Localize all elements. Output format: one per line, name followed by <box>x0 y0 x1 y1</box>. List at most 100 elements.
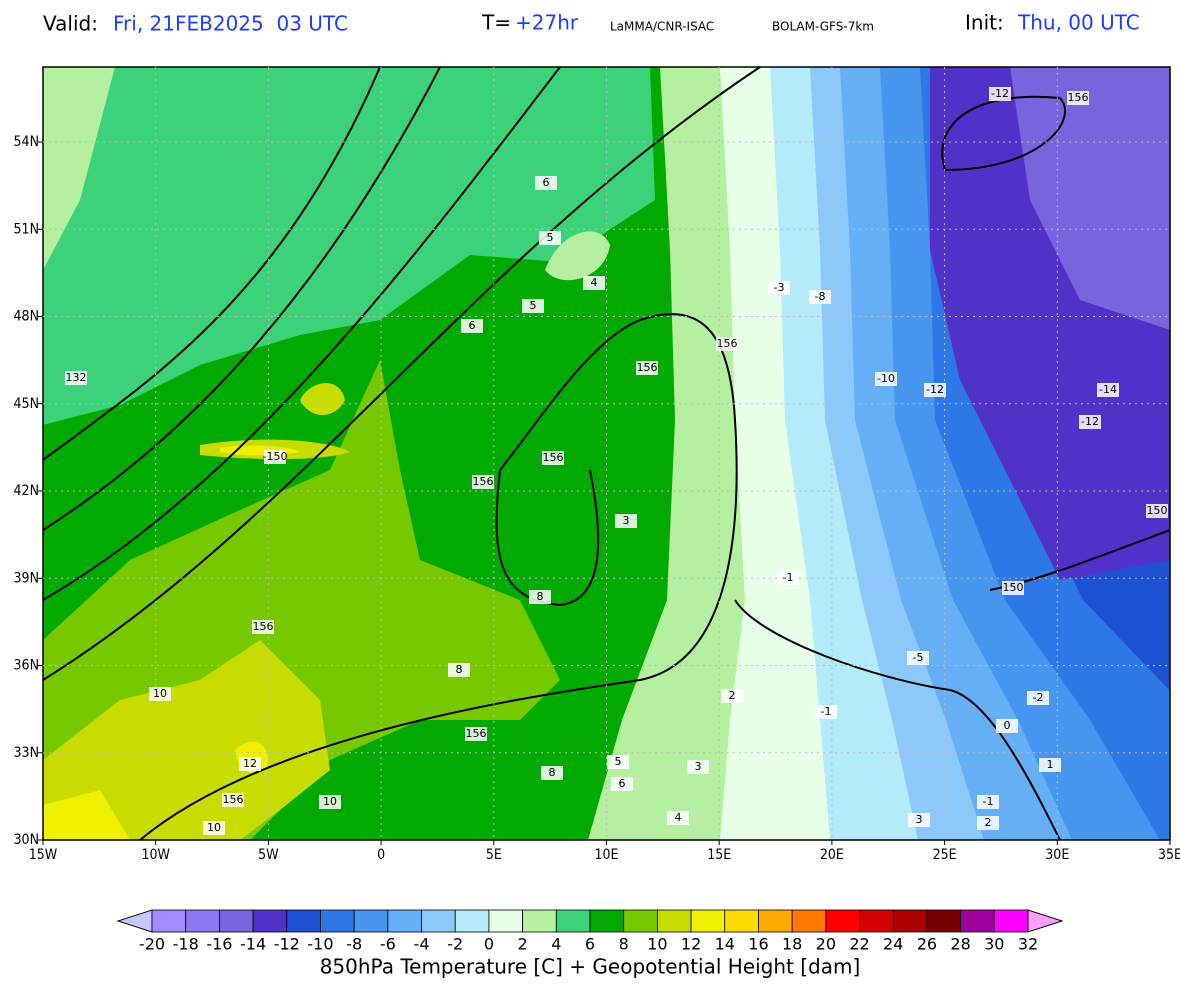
colorbar-box <box>320 909 355 933</box>
contour-label: -150 <box>263 450 288 463</box>
contour-label-bg <box>1067 91 1089 105</box>
colorbar-label: -8 <box>346 935 362 954</box>
contour-label-bg <box>1027 691 1049 705</box>
contour-label-bg <box>667 811 689 825</box>
contour-label-bg <box>977 795 999 809</box>
colorbar-box <box>960 909 995 933</box>
contour-label: 3 <box>695 760 702 773</box>
contour-label-bg <box>607 755 629 769</box>
x-tick-label: 25E <box>933 847 957 863</box>
contour-label: 10 <box>207 821 221 834</box>
colorbar-label: -6 <box>380 935 396 954</box>
contour-label: 12 <box>243 757 257 770</box>
colorbar-label: 24 <box>883 935 903 954</box>
contour-label-bg <box>1039 758 1061 772</box>
lead-value: +27hr <box>515 11 579 35</box>
y-tick-label: 48N <box>14 309 39 325</box>
colorbar-box <box>488 909 524 933</box>
colorbar-label: 8 <box>619 935 629 954</box>
contour-label: 150 <box>1003 581 1024 594</box>
x-tick-label: 30E <box>1045 847 1069 863</box>
contour-label: -10 <box>877 372 895 385</box>
contour-label-bg <box>1146 504 1168 518</box>
colorbar-label: -14 <box>240 935 266 954</box>
cold-core <box>1010 67 1170 330</box>
colorbar-box <box>218 909 254 933</box>
y-tick-label: 45N <box>14 396 39 412</box>
colorbar-box <box>926 909 962 933</box>
contour-label: 156 <box>717 337 738 350</box>
colorbar-label: -18 <box>173 935 199 954</box>
contour-label: 156 <box>1068 91 1089 104</box>
contour-label-bg <box>908 813 930 827</box>
contour-label-bg <box>222 793 244 807</box>
colorbar-label: 14 <box>715 935 735 954</box>
colorbar-box <box>724 909 759 933</box>
contour-label: 156 <box>543 451 564 464</box>
contour-label: 132 <box>66 371 87 384</box>
contour-label: -8 <box>815 290 826 303</box>
y-tick-label: 30N <box>14 832 39 848</box>
y-tick-label: 54N <box>14 134 39 150</box>
colorbar-label: 4 <box>551 935 561 954</box>
contour-label-bg <box>1079 415 1101 429</box>
colorbar-label: 30 <box>984 935 1004 954</box>
contour-label-bg <box>615 514 637 528</box>
x-tick-label: 15W <box>29 847 58 863</box>
contour-label-bg <box>777 571 799 585</box>
contour-label-bg <box>239 757 261 771</box>
colorbar-label: -12 <box>274 935 300 954</box>
init-label: Init: <box>965 11 1004 35</box>
colorbar-box <box>892 909 928 933</box>
colorbar-box <box>151 909 187 933</box>
colorbar-box <box>690 909 726 933</box>
contour-label: 6 <box>619 777 626 790</box>
contour-label-bg <box>541 766 563 780</box>
y-tick-label: 51N <box>14 221 39 237</box>
x-tick-label: 10W <box>141 847 170 863</box>
colorbar-label: 16 <box>748 935 768 954</box>
contour-label: 2 <box>985 816 992 829</box>
colorbar-box <box>387 909 422 933</box>
contour-label: -3 <box>774 281 785 294</box>
contour-label-bg <box>472 475 494 489</box>
colorbar-box <box>825 909 860 933</box>
contour-label: 8 <box>456 663 463 676</box>
colorbar: -20 -18 -16 -14 -12 -10 -8 -6 -4 -2 0 2 4 6 8 10 12 14 16 1… <box>116 909 1064 954</box>
colorbar-label: 0 <box>484 935 494 954</box>
contour-label-bg <box>65 371 87 385</box>
contour-label: 3 <box>916 813 923 826</box>
contour-label: 5 <box>547 231 554 244</box>
colorbar-box <box>252 909 288 933</box>
contour-label-bg <box>539 231 561 245</box>
contour-label-bg <box>448 663 470 677</box>
colorbar-label: -16 <box>206 935 232 954</box>
contour-label: 4 <box>591 276 598 289</box>
contour-label-bg <box>721 689 743 703</box>
contour-label: 156 <box>253 620 274 633</box>
contour-label-bg <box>465 727 487 741</box>
colorbar-under <box>116 909 153 933</box>
colorbar-label: 26 <box>917 935 937 954</box>
lead-label: T= <box>481 11 511 35</box>
colorbar-box <box>589 909 625 933</box>
contour-label: 156 <box>466 727 487 740</box>
contour-label: 5 <box>530 299 537 312</box>
colorbar-label: 28 <box>950 935 970 954</box>
contour-label: 10 <box>323 795 337 808</box>
x-tick-label: 0 <box>377 847 385 863</box>
colorbar-label: -20 <box>139 935 165 954</box>
contour-label-bg <box>989 87 1011 101</box>
contour-label-bg <box>1097 383 1119 397</box>
source: LaMMA/CNR-ISAC <box>610 20 714 34</box>
x-tick-label: 5W <box>258 847 279 863</box>
contour-label: -14 <box>1099 383 1117 396</box>
colorbar-label: 22 <box>849 935 869 954</box>
contour-label: -2 <box>1033 691 1044 704</box>
contour-label-bg <box>522 299 544 313</box>
contour-label-bg <box>583 276 605 290</box>
contour-label: 0 <box>1004 719 1011 732</box>
y-tick-label: 42N <box>14 483 39 499</box>
contour-label: 150 <box>1147 504 1168 517</box>
